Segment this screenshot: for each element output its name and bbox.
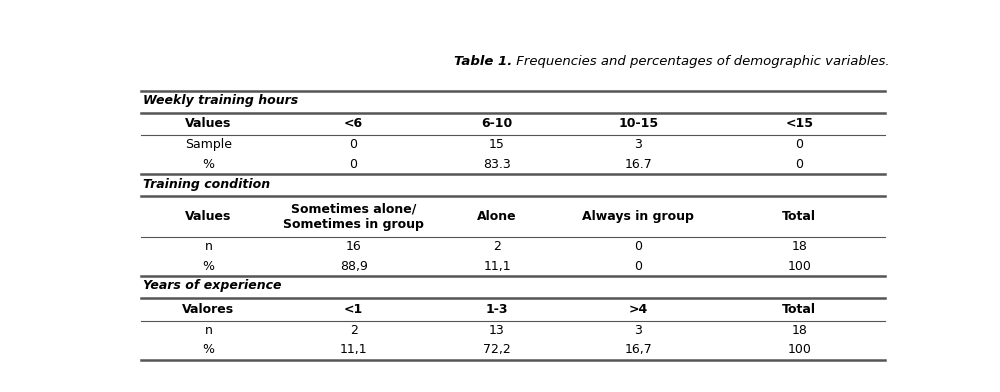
Text: 100: 100 [787,260,811,273]
Text: 11,1: 11,1 [340,343,367,356]
Text: 2: 2 [493,240,501,253]
Text: <6: <6 [344,117,363,131]
Text: 0: 0 [634,240,642,253]
Text: %: % [202,158,214,171]
Text: Values: Values [185,210,232,223]
Text: 0: 0 [634,260,642,273]
Text: 1-3: 1-3 [486,303,508,316]
Text: 0: 0 [350,158,358,171]
Text: 2: 2 [350,324,358,337]
Text: %: % [202,260,214,273]
Text: n: n [204,324,212,337]
Text: Table 1.: Table 1. [454,54,512,67]
Text: 0: 0 [795,138,803,151]
Text: Valores: Valores [182,303,234,316]
Text: 83.3: 83.3 [483,158,511,171]
Text: Total: Total [782,303,816,316]
Text: 0: 0 [350,138,358,151]
Text: <1: <1 [344,303,363,316]
Text: 15: 15 [489,138,505,151]
Text: 72,2: 72,2 [483,343,511,356]
Text: %: % [202,343,214,356]
Text: 16: 16 [346,240,362,253]
Text: n: n [204,240,212,253]
Text: Years of experience: Years of experience [143,279,281,292]
Text: 3: 3 [635,138,642,151]
Text: 10-15: 10-15 [618,117,658,131]
Text: 18: 18 [791,240,807,253]
Text: Sample: Sample [185,138,232,151]
Text: 16,7: 16,7 [625,343,652,356]
Text: Values: Values [185,117,232,131]
Text: 0: 0 [795,158,803,171]
Text: Always in group: Always in group [582,210,694,223]
Text: Alone: Alone [477,210,517,223]
Text: 16.7: 16.7 [625,158,652,171]
Text: 18: 18 [791,324,807,337]
Text: Frequencies and percentages of demographic variables.: Frequencies and percentages of demograph… [512,54,890,67]
Text: Total: Total [782,210,816,223]
Text: 13: 13 [489,324,505,337]
Text: 100: 100 [787,343,811,356]
Text: Sometimes alone/
Sometimes in group: Sometimes alone/ Sometimes in group [283,202,424,231]
Text: Weekly training hours: Weekly training hours [143,94,298,107]
Text: Training condition: Training condition [143,178,270,191]
Text: 88,9: 88,9 [340,260,368,273]
Text: 3: 3 [635,324,642,337]
Text: >4: >4 [629,303,648,316]
Text: <15: <15 [785,117,813,131]
Text: 6-10: 6-10 [481,117,513,131]
Text: 11,1: 11,1 [483,260,511,273]
